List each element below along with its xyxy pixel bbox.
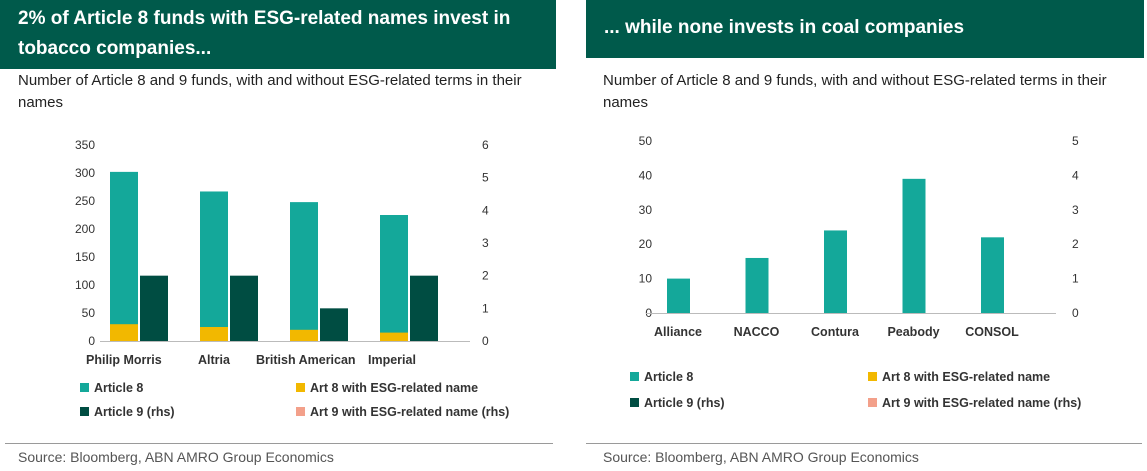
x-axis-category-label: Alliance (654, 325, 702, 339)
source-note: Source: Bloomberg, ABN AMRO Group Econom… (603, 449, 919, 465)
left-chart-panel: 2% of Article 8 funds with ESG-related n… (0, 0, 556, 471)
y2-axis-tick-label: 3 (1072, 203, 1079, 217)
bar-article-8 (667, 278, 690, 313)
x-axis-category-label: NACCO (734, 325, 780, 339)
legend-swatch (296, 383, 305, 392)
y-axis-tick-label: 50 (639, 134, 653, 148)
tobacco-chart: 0 50 100 150 200 250 300 350 0 1 2 3 4 5 6 Philip Morri… (75, 138, 509, 419)
y2-axis-tick-label: 1 (482, 301, 489, 315)
legend-label: Article 8 (644, 370, 693, 384)
bar-article-8 (110, 171, 138, 341)
legend-swatch (868, 372, 877, 381)
y2-axis-tick-label: 6 (482, 138, 489, 152)
bar-article-9 (410, 275, 438, 341)
y-axis-tick-label: 30 (639, 203, 653, 217)
y-axis-tick-label: 10 (639, 272, 653, 286)
legend-swatch (80, 383, 89, 392)
y2-axis-tick-label: 5 (1072, 134, 1079, 148)
divider (586, 443, 1142, 444)
legend-label: Article 9 (rhs) (94, 405, 175, 419)
y-axis-tick-label: 150 (75, 250, 95, 264)
bar-article-8 (200, 191, 228, 341)
coal-chart: 01020304050012345AllianceNACCOConturaPea… (630, 134, 1081, 410)
legend-swatch (630, 398, 639, 407)
bar-art-8-esg (380, 332, 408, 341)
x-axis-category-label: Philip Morris (86, 353, 162, 367)
y2-axis-tick-label: 2 (1072, 237, 1079, 251)
bar-article-8 (981, 237, 1004, 313)
y-axis-tick-label: 20 (639, 237, 653, 251)
right-chart-panel: ... while none invests in coal companies… (586, 0, 1147, 471)
chart-subtitle: Number of Article 8 and 9 funds, with an… (603, 72, 1107, 111)
x-axis-category-label: Contura (811, 325, 860, 339)
y2-axis-tick-label: 5 (482, 171, 489, 185)
y2-axis-tick-label: 1 (1072, 272, 1079, 286)
y-axis-tick-label: 300 (75, 166, 95, 180)
divider (5, 443, 553, 444)
bar-article-8 (745, 257, 769, 313)
y2-axis-tick-label: 2 (482, 269, 489, 283)
bar-art-8-esg (290, 329, 318, 341)
legend-label: Art 8 with ESG-related name (310, 381, 478, 395)
chart-subtitle: Number of Article 8 and 9 funds, with an… (18, 72, 522, 111)
bar-article-8 (824, 230, 847, 313)
legend-label: Art 8 with ESG-related name (882, 370, 1050, 384)
bar-article-8 (902, 178, 926, 313)
legend-label: Article 8 (94, 381, 143, 395)
legend-label: Art 9 with ESG-related name (rhs) (882, 396, 1081, 410)
x-axis-category-label: Altria (198, 353, 231, 367)
y2-axis-tick-label: 0 (1072, 306, 1079, 320)
x-axis-category-label: CONSOL (965, 325, 1019, 339)
x-axis-category-label: British American (256, 353, 356, 367)
y2-axis-tick-label: 4 (1072, 168, 1079, 182)
y-axis-tick-label: 40 (639, 168, 653, 182)
legend-swatch (80, 407, 89, 416)
legend-swatch (296, 407, 305, 416)
y-axis-tick-label: 100 (75, 278, 95, 292)
legend-label: Article 9 (rhs) (644, 396, 725, 410)
bar-article-8 (380, 215, 408, 341)
y2-axis-tick-label: 4 (482, 203, 489, 217)
y-axis-tick-label: 250 (75, 194, 95, 208)
bar-art-8-esg (200, 327, 228, 341)
y-axis-tick-label: 50 (82, 306, 96, 320)
bar-article-8 (290, 202, 318, 341)
bar-article-9 (140, 275, 168, 341)
bar-article-9 (230, 275, 258, 341)
x-axis-category-label: Imperial (368, 353, 416, 367)
y-axis-tick-label: 200 (75, 222, 95, 236)
legend-swatch (868, 398, 877, 407)
y-axis-tick-label: 350 (75, 138, 95, 152)
legend-swatch (630, 372, 639, 381)
chart-title: 2% of Article 8 funds with ESG-related n… (0, 0, 556, 69)
chart-title: ... while none invests in coal companies (586, 0, 1144, 58)
legend-label: Art 9 with ESG-related name (rhs) (310, 405, 509, 419)
y2-axis-tick-label: 3 (482, 236, 489, 250)
y2-axis-tick-label: 0 (482, 334, 489, 348)
bar-art-8-esg (110, 324, 138, 341)
source-note: Source: Bloomberg, ABN AMRO Group Econom… (18, 449, 334, 465)
y-axis-tick-label: 0 (88, 334, 95, 348)
bar-article-9 (320, 308, 348, 341)
x-axis-category-label: Peabody (887, 325, 939, 339)
